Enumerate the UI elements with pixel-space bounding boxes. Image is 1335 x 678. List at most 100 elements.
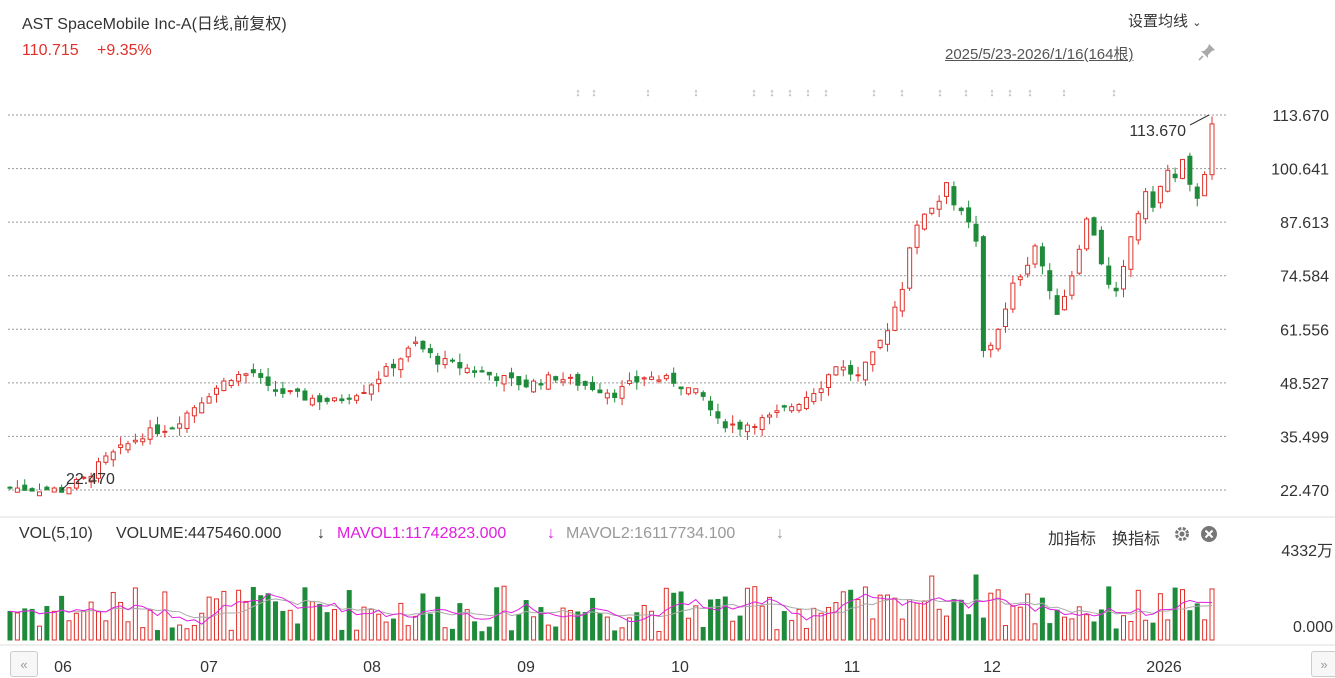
volume-bar (221, 590, 227, 641)
y-tick-label: 74.584 (1280, 269, 1329, 286)
candle-body (184, 412, 190, 430)
candle-body (221, 380, 227, 392)
candle-body (899, 288, 905, 312)
candle-body (892, 306, 898, 331)
candle-body (73, 479, 79, 489)
candle-body (604, 392, 610, 399)
candle-body (309, 397, 315, 406)
candle-body (737, 421, 743, 430)
event-marker-icon: ↕ (1007, 87, 1013, 99)
candle-body (597, 389, 603, 394)
candle-body (486, 371, 492, 376)
candle-body (553, 376, 559, 381)
ma-setting-button[interactable]: 设置均线 ⌄ (1128, 10, 1201, 31)
volume-bar (921, 600, 927, 641)
candle-body (457, 362, 463, 369)
volume-bar (81, 610, 87, 641)
volume-bar (103, 620, 109, 641)
candle-body (66, 487, 72, 495)
volume-bar (885, 594, 891, 641)
volume-bar (295, 623, 301, 641)
candle-body (140, 438, 146, 443)
scroll-left-button[interactable]: « (10, 651, 38, 677)
candle-body (715, 411, 721, 419)
volume-bar (545, 624, 551, 641)
volume-bar (1025, 593, 1031, 641)
volume-bar (1076, 606, 1082, 641)
candle-body (914, 224, 920, 248)
volume-bar (988, 592, 994, 641)
volume-bar (840, 591, 846, 641)
volume-bar (590, 597, 596, 641)
switch-indicator-button[interactable]: 换指标 (1112, 531, 1161, 548)
candle-body (132, 439, 138, 443)
event-marker-icon: ↕ (937, 87, 943, 99)
scroll-right-button[interactable]: » (1311, 651, 1335, 677)
volume-bar (1209, 588, 1215, 641)
volume-bar (1157, 593, 1163, 641)
volume-bar (1135, 589, 1141, 641)
candle-body (1054, 295, 1060, 315)
volume-bar (803, 627, 809, 641)
gear-icon[interactable] (1173, 525, 1191, 543)
volume-bar (258, 595, 264, 641)
date-range-link[interactable]: 2025/5/23-2026/1/16(164根) (945, 46, 1134, 63)
candle-body (280, 388, 286, 394)
candle-body (472, 370, 478, 373)
candle-body (826, 374, 832, 388)
candle-body (862, 361, 868, 381)
volume-bar (59, 595, 65, 641)
candle-body (1121, 265, 1127, 290)
candle-body (1150, 191, 1156, 208)
candle-body (619, 386, 625, 399)
ma-setting-label: 设置均线 (1128, 13, 1189, 30)
candle-body (449, 359, 455, 362)
volume-bar (516, 614, 522, 641)
add-indicator-button[interactable]: 加指标 (1048, 531, 1097, 548)
volume-bar (486, 626, 492, 641)
volume-bar (612, 630, 618, 641)
volume-bar (1128, 620, 1134, 641)
volume-bar (1121, 615, 1127, 641)
candle-body (811, 393, 817, 403)
volume-bar (44, 606, 50, 641)
candle-body (744, 424, 750, 433)
volume-bar (538, 607, 544, 641)
candle-body (803, 396, 809, 410)
candle-body (213, 387, 219, 395)
candle-body (420, 340, 426, 350)
volume-bar (1194, 603, 1200, 641)
pin-icon[interactable] (1197, 42, 1217, 62)
volume-bar (287, 609, 293, 641)
close-icon[interactable] (1200, 525, 1218, 543)
candle-body (14, 487, 20, 493)
candle-body (427, 348, 433, 354)
candle-body (612, 392, 618, 399)
volume-bar (1091, 621, 1097, 641)
candle-body (885, 330, 891, 345)
volume-bar (479, 631, 485, 641)
x-tick-label: 11 (844, 659, 861, 676)
volume-bar (973, 574, 979, 641)
volume-bar (833, 602, 839, 641)
candle-body (508, 372, 514, 379)
candle-body (678, 386, 684, 390)
volume-bar (722, 596, 728, 641)
chevron-down-icon: ⌄ (1192, 17, 1202, 29)
volume-value: VOLUME:4475460.000 (116, 525, 282, 542)
volume-bar (848, 589, 854, 641)
volume-bar (958, 599, 964, 641)
volume-bar (604, 616, 610, 641)
volume-header: VOL(5,10) VOLUME:4475460.000 ↓ MAVOL1:11… (0, 520, 1335, 550)
candle-body (1128, 236, 1134, 270)
candle-body (442, 358, 448, 366)
candle-body (966, 207, 972, 223)
candle-body (243, 373, 249, 376)
x-tick-label: 2026 (1146, 659, 1182, 676)
volume-bar (132, 587, 138, 641)
candle-body (833, 366, 839, 376)
candle-body (634, 376, 640, 383)
volume-max-label: 4332万 (1281, 543, 1333, 560)
volume-bar (1084, 614, 1090, 641)
